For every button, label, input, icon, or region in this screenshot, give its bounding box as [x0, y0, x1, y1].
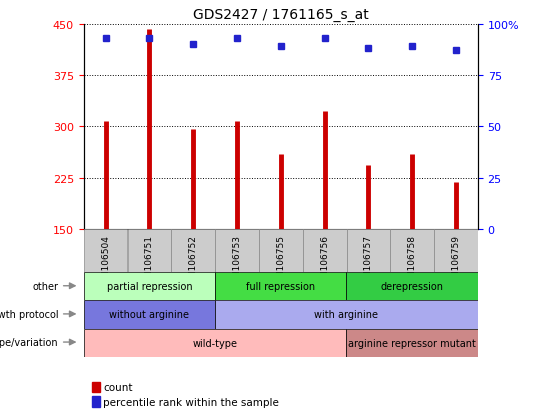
Text: derepression: derepression — [381, 282, 444, 292]
Text: wild-type: wild-type — [193, 338, 238, 348]
Text: GSM106752: GSM106752 — [188, 235, 198, 289]
Text: partial repression: partial repression — [106, 282, 192, 292]
Bar — [215, 229, 259, 273]
Text: GSM106757: GSM106757 — [364, 235, 373, 289]
Text: GSM106753: GSM106753 — [233, 235, 241, 289]
Text: GSM106504: GSM106504 — [101, 235, 110, 289]
Bar — [84, 301, 215, 329]
Bar — [171, 229, 215, 273]
Text: percentile rank within the sample: percentile rank within the sample — [104, 396, 279, 407]
Text: GSM106755: GSM106755 — [276, 235, 285, 289]
Text: count: count — [104, 382, 133, 392]
Title: GDS2427 / 1761165_s_at: GDS2427 / 1761165_s_at — [193, 8, 369, 22]
Text: GSM106759: GSM106759 — [451, 235, 461, 289]
Bar — [92, 382, 100, 392]
Text: full repression: full repression — [246, 282, 315, 292]
Bar — [127, 229, 171, 273]
Text: without arginine: without arginine — [110, 310, 190, 320]
Text: genotype/variation: genotype/variation — [0, 337, 58, 347]
Bar — [259, 229, 303, 273]
Bar — [215, 273, 347, 301]
Bar — [84, 329, 347, 357]
Bar — [215, 301, 478, 329]
Bar — [390, 229, 434, 273]
Bar — [434, 229, 478, 273]
Text: GSM106756: GSM106756 — [320, 235, 329, 289]
Text: GSM106758: GSM106758 — [408, 235, 417, 289]
Bar — [347, 273, 478, 301]
Text: growth protocol: growth protocol — [0, 309, 58, 319]
Text: arginine repressor mutant: arginine repressor mutant — [348, 338, 476, 348]
Text: other: other — [32, 281, 58, 291]
Bar — [303, 229, 347, 273]
Bar — [347, 329, 478, 357]
Text: GSM106751: GSM106751 — [145, 235, 154, 289]
Bar — [347, 229, 390, 273]
Bar — [84, 229, 127, 273]
Bar — [84, 273, 215, 301]
Bar — [92, 396, 100, 406]
Text: with arginine: with arginine — [314, 310, 379, 320]
